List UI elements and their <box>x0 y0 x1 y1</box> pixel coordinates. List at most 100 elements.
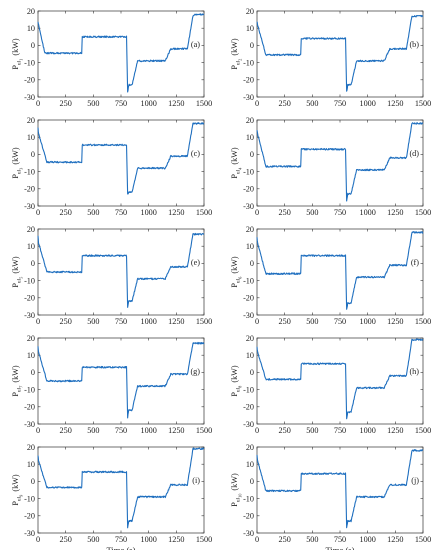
chart-panel-g: 0 250 500 750 1000 1250 1500 -30 -20 -10 0 10 20 (g) P… <box>11 334 212 435</box>
x-tick-label: 500 <box>306 426 318 435</box>
x-tick-label: 1500 <box>196 535 212 544</box>
chart-panel-f: 0 250 500 750 1000 1250 1500 -30 -20 -10 0 10 20 (f) P… <box>230 225 431 326</box>
x-tick-label: 500 <box>306 317 318 326</box>
panel-label: (e) <box>191 258 200 267</box>
y-axis-symbol: P <box>230 174 239 179</box>
x-tick-label: 1000 <box>359 99 375 108</box>
x-tick-label: 750 <box>115 317 127 326</box>
y-axis-symbol: P <box>230 392 239 397</box>
x-tick-label: 750 <box>115 99 127 108</box>
panel-label: (g) <box>190 367 200 376</box>
plot-frame <box>37 446 205 534</box>
y-tick-label: 10 <box>246 24 254 33</box>
panel-label: (a) <box>191 40 200 49</box>
y-tick-label: 20 <box>246 116 254 125</box>
x-tick-label: 250 <box>279 208 291 217</box>
x-tick-label: 500 <box>87 317 99 326</box>
y-axis-unit: (kW) <box>230 365 239 383</box>
y-axis-symbol: P <box>11 65 20 70</box>
series-line <box>37 122 205 195</box>
y-tick-label: -20 <box>24 403 35 412</box>
plot-frame <box>37 119 205 207</box>
x-tick-label: 750 <box>334 426 346 435</box>
x-tick-label: 750 <box>334 99 346 108</box>
y-axis-subscript-index: 2 <box>237 59 242 61</box>
y-axis-subscript: ul <box>236 169 242 174</box>
plot-frame <box>256 337 424 425</box>
x-tick-label: 1500 <box>415 99 431 108</box>
y-axis-label: Pul10 (kW) <box>230 473 242 507</box>
y-tick-label: -30 <box>243 202 254 211</box>
y-axis-unit: (kW) <box>11 38 20 56</box>
x-tick-label: 250 <box>279 317 291 326</box>
y-axis-label: Pul8 (kW) <box>230 365 242 397</box>
x-tick-label: 250 <box>279 99 291 108</box>
x-tick-label: 750 <box>115 535 127 544</box>
y-axis-unit: (kW) <box>11 256 20 274</box>
y-axis-symbol: P <box>11 283 20 288</box>
y-tick-label: 0 <box>250 368 254 377</box>
plot-frame <box>256 10 424 98</box>
y-tick-label: -30 <box>24 93 35 102</box>
x-tick-label: 1000 <box>359 208 375 217</box>
chart-panel-a: 0 250 500 750 1000 1250 1500 -30 -20 -10 0 10 20 (a) P… <box>11 7 212 108</box>
x-tick-label: 1250 <box>168 208 184 217</box>
x-tick-label: 500 <box>87 426 99 435</box>
y-tick-label: 0 <box>250 150 254 159</box>
x-tick-label: 1250 <box>168 426 184 435</box>
y-tick-label: -20 <box>243 76 254 85</box>
x-tick-label: 0 <box>36 99 40 108</box>
x-tick-label: 750 <box>115 426 127 435</box>
y-axis-subscript: ul <box>17 496 23 501</box>
x-tick-label: 1500 <box>415 535 431 544</box>
y-tick-label: -10 <box>243 167 254 176</box>
y-tick-label: -20 <box>24 76 35 85</box>
y-axis-unit: (kW) <box>11 474 20 492</box>
series-line <box>256 231 424 310</box>
y-tick-label: -20 <box>24 185 35 194</box>
y-axis-symbol: P <box>11 392 20 397</box>
series-line <box>37 13 205 93</box>
x-tick-label: 0 <box>36 317 40 326</box>
y-axis-subscript: ul <box>17 387 23 392</box>
y-tick-label: 10 <box>246 460 254 469</box>
panel-label: (c) <box>191 149 200 158</box>
y-axis-label: Pul5 (kW) <box>11 256 23 288</box>
y-tick-label: -30 <box>24 311 35 320</box>
y-tick-label: 10 <box>27 351 35 360</box>
x-tick-label: 1000 <box>140 317 156 326</box>
y-axis-subscript: ul <box>17 169 23 174</box>
y-axis-subscript-index: 8 <box>237 385 242 388</box>
x-tick-label: 1500 <box>415 317 431 326</box>
y-tick-label: 0 <box>250 477 254 486</box>
y-axis-subscript-index: 1 <box>18 59 23 61</box>
y-tick-label: 10 <box>27 24 35 33</box>
series-line <box>37 447 205 529</box>
x-tick-label: 0 <box>36 426 40 435</box>
x-tick-label: 1000 <box>140 208 156 217</box>
y-axis-unit: (kW) <box>230 38 239 56</box>
y-axis-symbol: P <box>230 502 239 507</box>
y-tick-label: 20 <box>27 334 35 343</box>
x-tick-label: 750 <box>334 317 346 326</box>
plot-frame <box>256 228 424 316</box>
y-tick-label: 10 <box>246 133 254 142</box>
y-tick-label: -30 <box>24 529 35 538</box>
y-tick-label: -20 <box>243 185 254 194</box>
x-tick-label: 1250 <box>387 317 403 326</box>
series-line <box>37 232 205 308</box>
x-axis-label: Time (s) <box>106 545 135 550</box>
y-tick-label: 0 <box>31 368 35 377</box>
y-tick-label: 10 <box>246 242 254 251</box>
x-tick-label: 1250 <box>168 535 184 544</box>
y-tick-label: -10 <box>243 58 254 67</box>
y-tick-label: -30 <box>243 420 254 429</box>
y-axis-subscript-index: 6 <box>237 276 242 279</box>
x-tick-label: 0 <box>255 208 259 217</box>
x-tick-label: 0 <box>255 426 259 435</box>
y-tick-label: -30 <box>243 529 254 538</box>
y-axis-unit: (kW) <box>11 365 20 383</box>
x-tick-label: 1500 <box>415 208 431 217</box>
series-line <box>256 449 424 529</box>
panel-label: (h) <box>409 367 419 376</box>
